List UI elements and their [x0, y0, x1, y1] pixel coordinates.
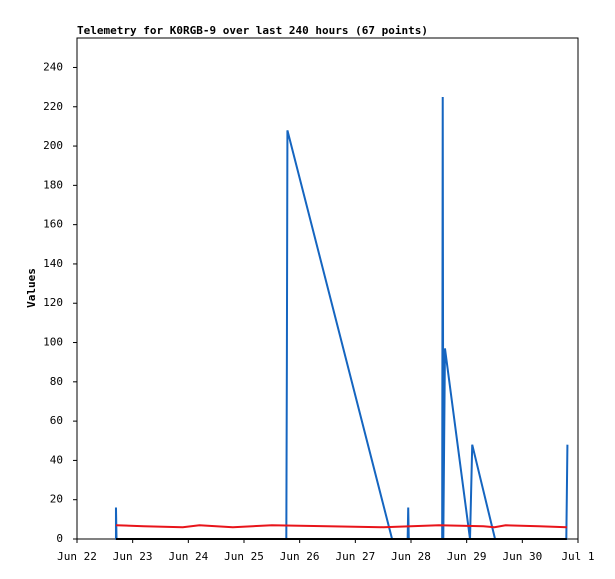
x-tick-label: Jun 25 — [224, 550, 264, 563]
y-tick-label: 0 — [56, 532, 63, 545]
chart-title: Telemetry for K0RGB-9 over last 240 hour… — [77, 24, 428, 37]
x-tick-label: Jun 27 — [335, 550, 375, 563]
data-line — [115, 524, 567, 529]
y-tick-label: 220 — [43, 100, 63, 113]
y-axis-label: Values — [25, 268, 38, 308]
x-tick-label: Jun 29 — [447, 550, 487, 563]
y-tick-label: 160 — [43, 218, 63, 231]
y-tick-label: 240 — [43, 60, 63, 73]
x-tick-label: Jun 26 — [280, 550, 320, 563]
y-tick-label: 180 — [43, 178, 63, 191]
y-tick-label: 80 — [50, 375, 63, 388]
y-tick-label: 140 — [43, 257, 63, 270]
y-tick-label: 60 — [50, 414, 63, 427]
x-tick-label: Jun 22 — [57, 550, 97, 563]
y-tick-label: 40 — [50, 453, 63, 466]
data-line — [114, 96, 569, 540]
x-tick-label: Jun 24 — [168, 550, 208, 563]
y-tick-label: 100 — [43, 336, 63, 349]
x-tick-label: Jun 23 — [113, 550, 153, 563]
x-tick-label: Jun 28 — [391, 550, 431, 563]
y-tick-label: 200 — [43, 139, 63, 152]
x-tick-label: Jul 1 — [561, 550, 594, 563]
y-tick-label: 120 — [43, 296, 63, 309]
x-tick-label: Jun 30 — [502, 550, 542, 563]
y-tick-label: 20 — [50, 493, 63, 506]
